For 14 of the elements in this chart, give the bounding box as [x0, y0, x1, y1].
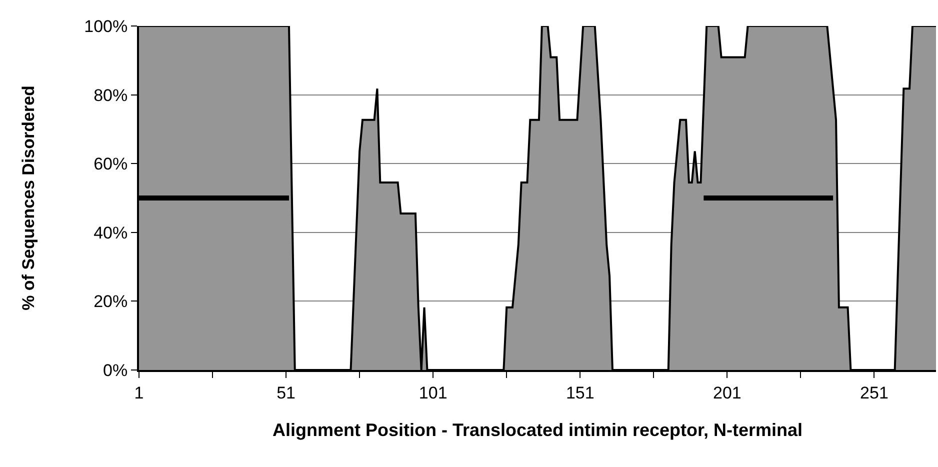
y-tick-label: 0%	[103, 360, 128, 380]
y-tick-label: 80%	[94, 86, 128, 105]
x-tick-label: 101	[418, 383, 448, 402]
y-axis-title: % of Sequences Disordered	[19, 86, 38, 310]
y-tick-label: 60%	[94, 154, 128, 174]
x-tick-label: 201	[713, 383, 742, 402]
y-tick-label: 20%	[94, 292, 128, 312]
y-tick-label: 100%	[84, 16, 128, 36]
x-tick-label: 251	[860, 383, 888, 402]
y-tick-label: 40%	[94, 223, 128, 242]
x-tick-label: 1	[134, 383, 144, 402]
x-axis-title: Alignment Position - Translocated intimin receptor, N-terminal	[272, 420, 803, 440]
x-tick-label: 51	[276, 383, 296, 402]
x-tick-label: 151	[566, 383, 594, 402]
